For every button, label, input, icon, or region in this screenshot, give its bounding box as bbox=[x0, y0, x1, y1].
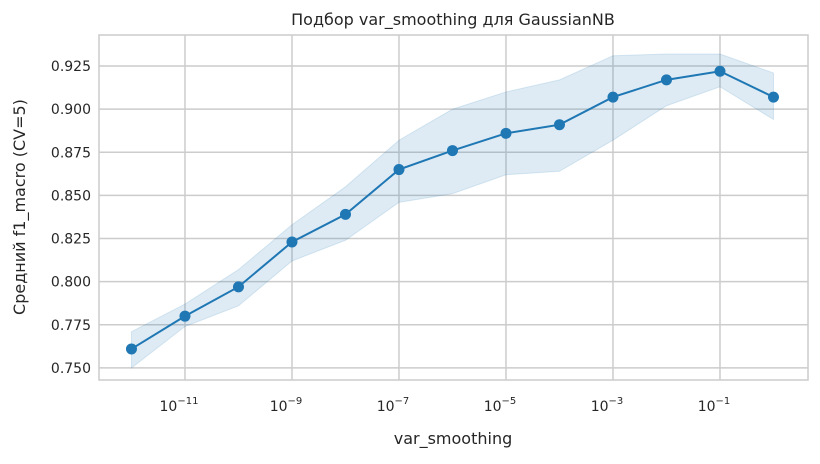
confidence-band bbox=[130, 53, 774, 369]
data-point bbox=[553, 119, 565, 131]
data-point bbox=[607, 91, 619, 103]
x-tick-label: 10−1 bbox=[698, 396, 731, 415]
y-tick-labels: 0.750 0.775 0.800 0.825 0.850 0.875 0.900 0.925 bbox=[51, 59, 91, 377]
x-tick-label: 10−11 bbox=[160, 396, 199, 415]
y-tick-label: 0.825 bbox=[51, 232, 91, 248]
x-tick-labels: 10−11 10−9 10−7 10−5 10−3 10−1 bbox=[160, 396, 731, 415]
data-point bbox=[125, 343, 137, 355]
y-tick-label: 0.875 bbox=[51, 145, 91, 161]
y-tick-label: 0.750 bbox=[51, 361, 91, 377]
chart-title: Подбор var_smoothing для GaussianNB bbox=[291, 10, 615, 30]
y-tick-label: 0.850 bbox=[51, 188, 91, 204]
data-point bbox=[767, 91, 779, 103]
y-axis-label: Средний f1_macro (CV=5) bbox=[10, 99, 30, 315]
data-point bbox=[286, 236, 298, 248]
data-point bbox=[339, 208, 351, 220]
data-point bbox=[714, 65, 726, 77]
y-tick-label: 0.900 bbox=[51, 102, 91, 118]
x-tick-label: 10−7 bbox=[377, 396, 410, 415]
plot-frame bbox=[98, 34, 809, 381]
data-point bbox=[500, 127, 512, 139]
y-tick-label: 0.775 bbox=[51, 318, 91, 334]
data-point bbox=[660, 74, 672, 86]
data-points bbox=[125, 65, 779, 355]
x-tick-label: 10−9 bbox=[270, 396, 303, 415]
y-tick-label: 0.800 bbox=[51, 275, 91, 291]
x-axis-label: var_smoothing bbox=[394, 429, 513, 449]
y-tick-label: 0.925 bbox=[51, 59, 91, 75]
x-tick-label: 10−3 bbox=[591, 396, 624, 415]
data-point bbox=[232, 281, 244, 293]
data-point bbox=[446, 145, 458, 157]
data-point bbox=[393, 164, 405, 176]
data-point bbox=[179, 310, 191, 322]
x-tick-label: 10−5 bbox=[484, 396, 517, 415]
